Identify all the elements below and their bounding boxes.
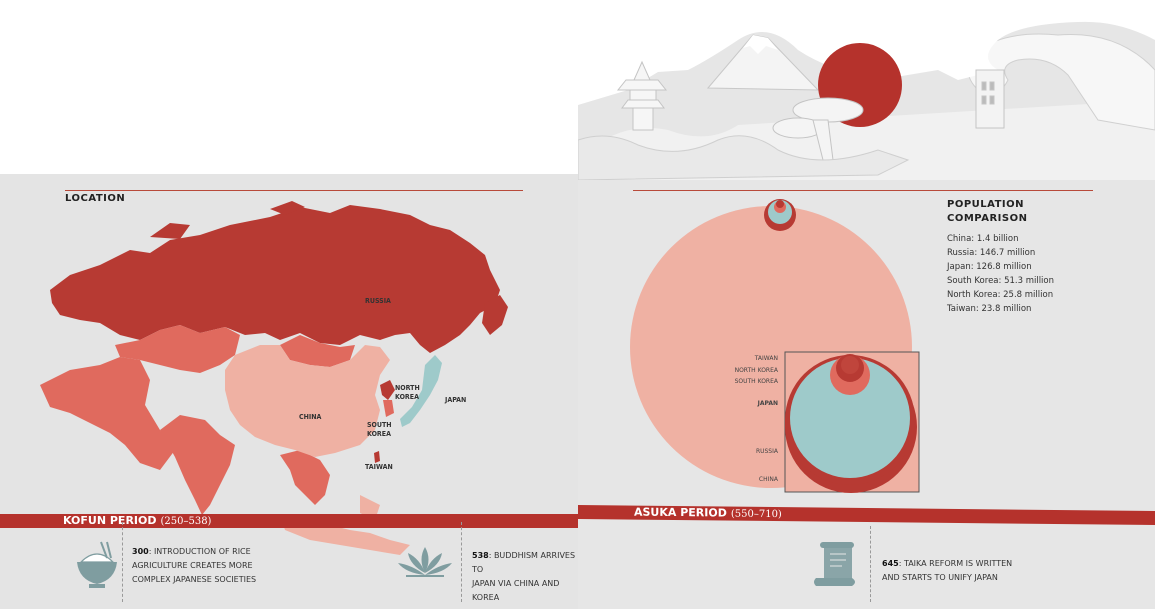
circle-label-russia: RUSSIA [755, 448, 778, 455]
map-north-korea [380, 380, 395, 400]
event-300-year: 300 [132, 547, 149, 556]
lotus-icon [398, 547, 452, 577]
divider-dashed [461, 522, 462, 602]
circle-small-inner [776, 200, 784, 208]
circle-label-south-korea: SOUTH KOREA [734, 378, 778, 385]
asuka-period-years: (550–710) [730, 508, 782, 521]
map-india [160, 415, 235, 515]
map-china [225, 345, 390, 457]
population-list: China: 1.4 billion Russia: 146.7 million… [947, 232, 1147, 316]
divider-dashed [122, 522, 123, 602]
map-mongolia [280, 335, 355, 367]
event-538-year: 538 [472, 551, 489, 560]
map-kamchatka [482, 295, 508, 335]
population-japan: Japan: 126.8 million [947, 262, 1032, 272]
population-south-korea: South Korea: 51.3 million [947, 276, 1055, 286]
location-divider [65, 190, 523, 191]
circle-label-north-korea: NORTH KOREA [734, 367, 778, 374]
map-label-taiwan: TAIWAN [365, 463, 393, 471]
kofun-period-band: KOFUN PERIOD (250–538) [0, 514, 578, 528]
event-300: 300: INTRODUCTION OF RICE AGRICULTURE CR… [132, 547, 257, 584]
population-taiwan: Taiwan: 23.8 million [947, 304, 1032, 314]
divider-dashed [870, 526, 871, 602]
map-russia [50, 205, 500, 353]
event-645-year: 645 [882, 559, 899, 568]
map-southeast-asia [280, 450, 330, 505]
map-label-russia: RUSSIA [365, 297, 391, 305]
map-label-south-korea: SOUTH KOREA [367, 421, 392, 438]
map-label-china: CHINA [299, 413, 322, 421]
map-central-asia [115, 325, 240, 373]
rice-bowl-icon [77, 541, 117, 588]
map-indonesia [280, 495, 410, 555]
circle-taiwan [841, 356, 859, 374]
circle-japan-teal [790, 358, 910, 478]
map-label-japan: JAPAN [445, 396, 467, 404]
kofun-period-name: KOFUN PERIOD [63, 514, 157, 527]
papercut-header [578, 10, 1155, 180]
kofun-period-years: (250–538) [160, 516, 212, 527]
asia-map [40, 201, 508, 555]
circle-label-taiwan: TAIWAN [754, 355, 778, 362]
map-taiwan [374, 451, 380, 463]
circle-label-japan: JAPAN [757, 400, 778, 407]
population-north-korea: North Korea: 25.8 million [947, 290, 1054, 300]
map-middle-east [40, 357, 175, 470]
population-title: POPULATION COMPARISON [947, 199, 1028, 224]
location-title: LOCATION [65, 193, 126, 204]
population-divider [633, 190, 1093, 191]
map-label-north-korea: NORTH KOREA [395, 384, 420, 401]
pagoda-icon [616, 60, 668, 131]
population-china: China: 1.4 billion [947, 234, 1019, 244]
population-circles [630, 199, 920, 493]
map-south-korea [383, 400, 394, 417]
circle-label-china: CHINA [758, 476, 778, 483]
map-arctic-islands [150, 201, 305, 239]
event-538: 538: BUDDHISM ARRIVES TO JAPAN VIA CHINA… [472, 551, 576, 602]
map-japan [400, 355, 442, 427]
bonsai-icon [772, 97, 864, 161]
asuka-period-name: ASUKA PERIOD [634, 505, 727, 520]
scroll-icon [814, 542, 855, 586]
population-russia: Russia: 146.7 million [947, 248, 1036, 258]
event-645: 645: TAIKA REFORM IS WRITTEN AND STARTS … [882, 559, 1013, 582]
